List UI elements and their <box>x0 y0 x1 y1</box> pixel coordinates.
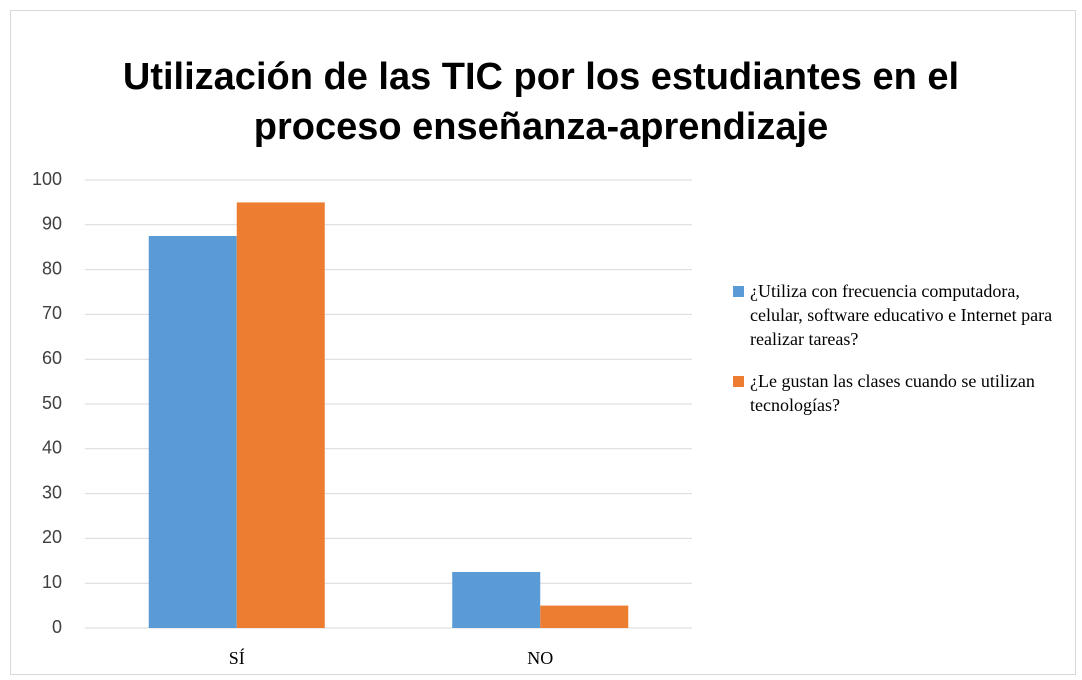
legend-item: ¿Utiliza con frecuencia computadora, cel… <box>733 279 1053 351</box>
y-tick-label: 50 <box>42 393 62 413</box>
y-tick-label: 60 <box>42 348 62 368</box>
legend-item: ¿Le gustan las clases cuando se utilizan… <box>733 369 1053 417</box>
y-tick-label: 30 <box>42 482 62 502</box>
legend-swatch <box>733 376 744 387</box>
chart-border <box>10 10 1076 675</box>
y-tick-label: 0 <box>52 617 62 637</box>
bar <box>452 572 541 628</box>
y-tick-label: 70 <box>42 303 62 323</box>
legend: ¿Utiliza con frecuencia computadora, cel… <box>733 279 1053 435</box>
y-tick-label: 20 <box>42 527 62 547</box>
chart-title: Utilización de las TIC por los estudiant… <box>122 56 960 148</box>
bar <box>540 605 629 628</box>
legend-label: ¿Utiliza con frecuencia computadora, cel… <box>750 281 1053 349</box>
y-tick-label: 80 <box>42 258 62 278</box>
legend-label: ¿Le gustan las clases cuando se utilizan… <box>750 371 1035 415</box>
y-tick-label: 40 <box>42 438 62 458</box>
y-tick-label: 10 <box>42 572 62 592</box>
x-tick-label: NO <box>527 648 553 668</box>
x-tick-label: SÍ <box>229 647 245 668</box>
legend-swatch <box>733 286 744 297</box>
y-tick-label: 90 <box>42 214 62 234</box>
bar <box>148 236 237 628</box>
bar <box>236 202 325 628</box>
y-tick-label: 100 <box>32 169 62 189</box>
